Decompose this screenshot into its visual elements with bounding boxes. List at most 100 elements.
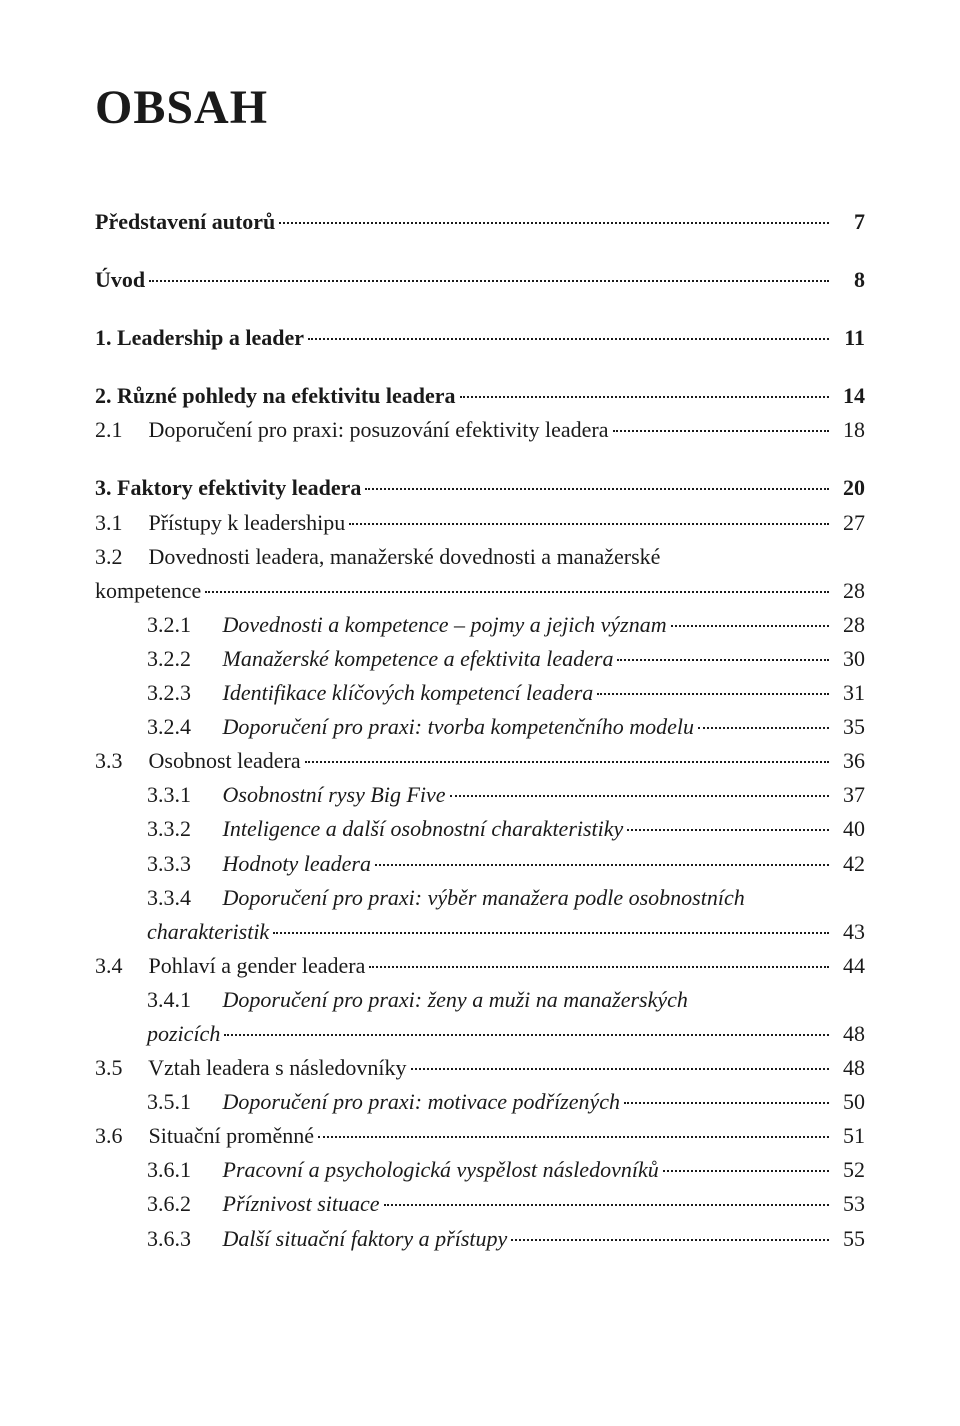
toc-entry-label: 3.3.4 Doporučení pro praxi: výběr manaže…: [95, 881, 745, 915]
toc-entry-label: 3.2.2 Manažerské kompetence a efektivita…: [95, 642, 613, 676]
toc-entry-page: 53: [833, 1187, 865, 1221]
toc-entry-label: 3.2.3 Identifikace klíčových kompetencí …: [95, 676, 593, 710]
toc-dots: [149, 280, 829, 282]
toc-entry-label: 3.3.2 Inteligence a další osobnostní cha…: [95, 812, 623, 846]
toc-entry: 3.2.1 Dovednosti a kompetence – pojmy a …: [95, 608, 865, 642]
toc-entry-label: 3.6.2 Příznivost situace: [95, 1187, 380, 1221]
page-title: OBSAH: [95, 80, 865, 135]
toc-dots: [369, 966, 829, 968]
toc-entry-number: 3.: [95, 471, 112, 505]
toc-entry: 3.1 Přístupy k leadershipu27: [95, 506, 865, 540]
toc-dots: [671, 625, 829, 627]
toc-entry-page: 35: [833, 710, 865, 744]
toc-entry-number: 2.1: [95, 413, 143, 447]
toc-entry: 3.3 Osobnost leadera36: [95, 744, 865, 778]
toc-dots: [511, 1239, 829, 1241]
toc-entry-title: Osobnostní rysy Big Five: [223, 782, 446, 807]
toc-entry-page: 43: [833, 915, 865, 949]
toc-entry-title: Doporučení pro praxi: tvorba kompetenční…: [223, 714, 694, 739]
toc-entry-page: 48: [833, 1051, 865, 1085]
toc-entry-label: Představení autorů: [95, 205, 275, 239]
toc-entry-label: 3.3.3 Hodnoty leadera: [95, 847, 371, 881]
toc-entry-page: 30: [833, 642, 865, 676]
toc-entry-page: 8: [833, 263, 865, 297]
toc-entry-number: 3.2.1: [147, 608, 217, 642]
toc-entry-title-cont: charakteristik: [147, 919, 269, 944]
toc-entry: 2. Různé pohledy na efektivitu leadera14: [95, 379, 865, 413]
toc-dots: [279, 222, 829, 224]
toc-entry-page: 28: [833, 608, 865, 642]
toc-entry-page: 18: [833, 413, 865, 447]
toc-entry-title: Vztah leadera s následovníky: [148, 1055, 406, 1080]
toc-entry: 3.2.2 Manažerské kompetence a efektivita…: [95, 642, 865, 676]
toc-entry-page: 11: [833, 321, 865, 355]
toc-entry-number: 3.6: [95, 1119, 143, 1153]
toc-entry-page: 44: [833, 949, 865, 983]
toc-entry-title: Situační proměnné: [149, 1123, 315, 1148]
toc-entry-page: 7: [833, 205, 865, 239]
toc-entry-number: 3.3.2: [147, 812, 217, 846]
toc-entry-title-cont: kompetence: [95, 578, 201, 603]
toc-dots: [305, 761, 829, 763]
toc-entry: 3.2.4 Doporučení pro praxi: tvorba kompe…: [95, 710, 865, 744]
toc-entry-page: 20: [833, 471, 865, 505]
toc-entry-label: 3.2 Dovednosti leadera, manažerské doved…: [95, 540, 660, 574]
toc-entry: 3.6.3 Další situační faktory a přístupy 5…: [95, 1222, 865, 1256]
toc-dots: [617, 659, 829, 661]
toc-dots: [224, 1034, 829, 1036]
toc-entry-title: Doporučení pro praxi: ženy a muži na man…: [223, 987, 688, 1012]
toc-entry-title: Faktory efektivity leadera: [117, 475, 361, 500]
toc-entry-label: 3.5.1 Doporučení pro praxi: motivace pod…: [95, 1085, 620, 1119]
toc-entry-title: Příznivost situace: [223, 1191, 380, 1216]
toc-entry-title-cont: pozicích: [147, 1021, 220, 1046]
toc-entry-page: 37: [833, 778, 865, 812]
toc-entry: 1. Leadership a leader 11: [95, 321, 865, 355]
toc-entry-title: Pohlaví a gender leadera: [149, 953, 366, 978]
toc-entry: 2.1 Doporučení pro praxi: posuzování efe…: [95, 413, 865, 447]
toc-entry-number: 3.1: [95, 506, 143, 540]
toc-entry-label: 3.6.3 Další situační faktory a přístupy: [95, 1222, 507, 1256]
toc-dots: [318, 1136, 829, 1138]
toc-entry: 3.6.1 Pracovní a psychologická vyspělost…: [95, 1153, 865, 1187]
toc-entry: 3.3.4 Doporučení pro praxi: výběr manaže…: [95, 881, 865, 949]
toc-dots: [627, 829, 829, 831]
toc-entry-label: 3.5 Vztah leadera s následovníky: [95, 1051, 407, 1085]
toc-entry-page: 55: [833, 1222, 865, 1256]
toc-entry-page: 52: [833, 1153, 865, 1187]
toc-dots: [663, 1170, 829, 1172]
toc-entry-page: 27: [833, 506, 865, 540]
toc-entry-number: 3.6.1: [147, 1153, 217, 1187]
toc-entry-number: 3.6.3: [147, 1222, 217, 1256]
toc-entry-page: 28: [833, 574, 865, 608]
toc-entry-number: 1.: [95, 321, 112, 355]
toc-dots: [624, 1102, 829, 1104]
toc-entry-label: 3.2.4 Doporučení pro praxi: tvorba kompe…: [95, 710, 694, 744]
toc-entry-title: Dovednosti leadera, manažerské dovednost…: [149, 544, 661, 569]
toc-entry-label: 3.4.1 Doporučení pro praxi: ženy a muži …: [95, 983, 688, 1017]
toc-entry-page: 48: [833, 1017, 865, 1051]
toc-dots: [384, 1204, 829, 1206]
toc-entry-number: 3.5.1: [147, 1085, 217, 1119]
toc-dots: [698, 727, 829, 729]
toc-entry: 3.3.3 Hodnoty leadera42: [95, 847, 865, 881]
toc-dots: [375, 864, 829, 866]
toc-entry: 3.6 Situační proměnné51: [95, 1119, 865, 1153]
toc-entry-title: Pracovní a psychologická vyspělost násle…: [223, 1157, 659, 1182]
toc-entry: 3.4 Pohlaví a gender leadera 44: [95, 949, 865, 983]
toc-entry-label: 3.6.1 Pracovní a psychologická vyspělost…: [95, 1153, 659, 1187]
toc-entry-page: 50: [833, 1085, 865, 1119]
toc-entry-title: Hodnoty leadera: [223, 851, 371, 876]
toc-entry: Představení autorů 7: [95, 205, 865, 239]
toc-entry-label: 3.6 Situační proměnné: [95, 1119, 314, 1153]
toc-entry-page: 31: [833, 676, 865, 710]
toc-dots: [205, 591, 829, 593]
toc-entry-title: Leadership a leader: [117, 325, 304, 350]
toc-entry: 3. Faktory efektivity leadera 20: [95, 471, 865, 505]
toc-entry-number: 3.4.1: [147, 983, 217, 1017]
toc-entry-number: 3.4: [95, 949, 143, 983]
toc-entry-number: 3.5: [95, 1051, 143, 1085]
toc-dots: [349, 523, 829, 525]
toc-entry-number: 3.6.2: [147, 1187, 217, 1221]
toc-entry-label: 3.2.1 Dovednosti a kompetence – pojmy a …: [95, 608, 667, 642]
toc-entry-title: Představení autorů: [95, 209, 275, 234]
